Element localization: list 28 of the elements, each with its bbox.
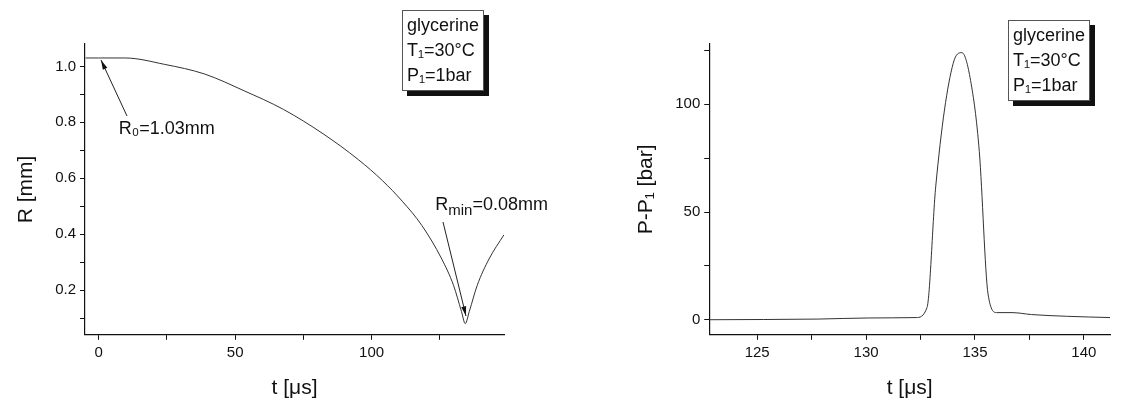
x-axis-title: t [μs]: [886, 375, 933, 399]
y-tick-label: 0: [691, 309, 701, 327]
y-axis-title: P-P₁ [bar]: [633, 144, 657, 235]
annotation: P₁=1bar: [1013, 75, 1078, 95]
annotation: R$_{min}$=0.08mm: [435, 193, 548, 218]
y-tick-label: 1.0: [55, 56, 77, 74]
y-tick-label: 0.2: [55, 280, 77, 298]
x-tick-label: 140: [1071, 342, 1097, 360]
y-tick-label: 0.4: [55, 224, 77, 242]
x-tick-label: 135: [962, 342, 988, 360]
annotation: P₁=1bar: [407, 65, 472, 85]
annotation: R₀=1.03mm: [118, 117, 215, 139]
line-series: [709, 52, 1110, 321]
y-tick-label: 0.8: [55, 112, 77, 130]
y-tick-label: 50: [683, 202, 701, 220]
annotation: T₁=30°C: [1013, 50, 1081, 70]
annotation: T₁=30°C: [407, 40, 475, 60]
x-tick-label: 50: [226, 342, 244, 360]
x-tick-label: 100: [359, 342, 385, 360]
annotation: glycerine: [1013, 25, 1086, 45]
x-axis-title: t [μs]: [271, 375, 318, 399]
y-tick-label: 100: [675, 94, 701, 112]
text: glycerine: [407, 15, 480, 35]
x-tick-label: 130: [853, 342, 879, 360]
x-tick-label: 0: [94, 342, 103, 360]
y-tick-label: 0.6: [55, 168, 77, 186]
x-tick-label: 125: [744, 342, 770, 360]
y-axis-title: R [mm]: [13, 155, 37, 224]
